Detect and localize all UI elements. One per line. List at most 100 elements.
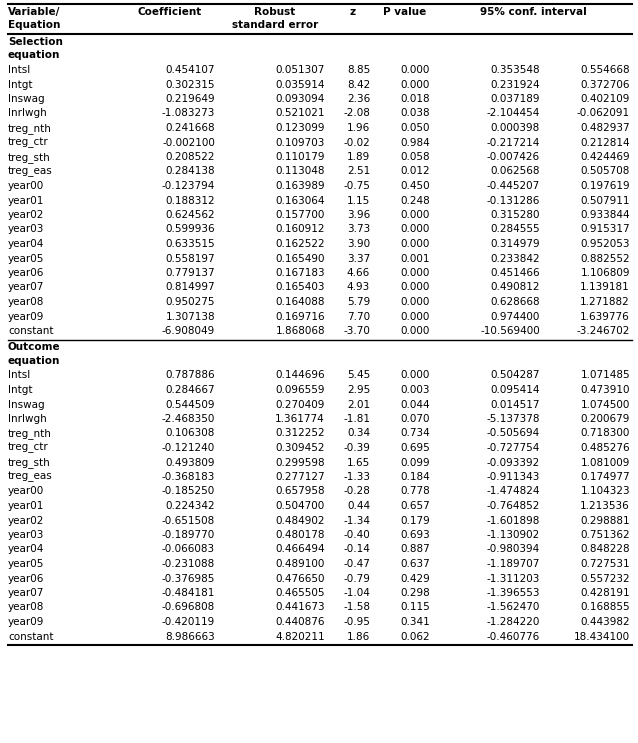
Text: 0.284667: 0.284667 (165, 385, 215, 395)
Text: -0.123794: -0.123794 (161, 181, 215, 191)
Text: 0.299598: 0.299598 (276, 458, 325, 467)
Text: 0.037189: 0.037189 (491, 94, 540, 104)
Text: 0.188312: 0.188312 (165, 195, 215, 206)
Text: 0.424469: 0.424469 (581, 152, 630, 162)
Text: -0.47: -0.47 (343, 559, 370, 569)
Text: 0.633515: 0.633515 (165, 239, 215, 249)
Text: 4.66: 4.66 (346, 268, 370, 278)
Text: 0.44: 0.44 (347, 501, 370, 511)
Text: -0.764852: -0.764852 (487, 501, 540, 511)
Text: -1.396553: -1.396553 (487, 588, 540, 598)
Text: 18.434100: 18.434100 (574, 632, 630, 641)
Text: 0.557232: 0.557232 (581, 574, 630, 583)
Text: 0.233842: 0.233842 (491, 253, 540, 264)
Text: 0.624562: 0.624562 (165, 210, 215, 220)
Text: -0.651508: -0.651508 (162, 516, 215, 525)
Text: 2.01: 2.01 (347, 400, 370, 409)
Text: -0.007426: -0.007426 (487, 152, 540, 162)
Text: 1.213536: 1.213536 (580, 501, 630, 511)
Text: 1.139181: 1.139181 (580, 282, 630, 293)
Text: -0.28: -0.28 (343, 487, 370, 496)
Text: 0.164088: 0.164088 (276, 297, 325, 307)
Text: 0.402109: 0.402109 (581, 94, 630, 104)
Text: 5.79: 5.79 (346, 297, 370, 307)
Text: 0.454107: 0.454107 (165, 65, 215, 75)
Text: treg_sth: treg_sth (8, 458, 51, 468)
Text: 0.341: 0.341 (400, 617, 430, 627)
Text: 0.050: 0.050 (401, 123, 430, 133)
Text: 0.000: 0.000 (401, 326, 430, 336)
Text: -0.002100: -0.002100 (162, 137, 215, 148)
Text: 3.73: 3.73 (346, 224, 370, 235)
Text: 0.219649: 0.219649 (165, 94, 215, 104)
Text: 8.986663: 8.986663 (165, 632, 215, 641)
Text: year06: year06 (8, 574, 45, 583)
Text: 0.599936: 0.599936 (165, 224, 215, 235)
Text: -0.505694: -0.505694 (487, 429, 540, 438)
Text: 0.952053: 0.952053 (581, 239, 630, 249)
Text: 0.000: 0.000 (401, 224, 430, 235)
Text: 0.277127: 0.277127 (276, 472, 325, 482)
Text: Outcome: Outcome (8, 343, 61, 352)
Text: treg_sth: treg_sth (8, 152, 51, 163)
Text: 0.058: 0.058 (401, 152, 430, 162)
Text: 0.115: 0.115 (400, 603, 430, 612)
Text: 0.372706: 0.372706 (581, 80, 630, 89)
Text: -6.908049: -6.908049 (162, 326, 215, 336)
Text: 0.157700: 0.157700 (276, 210, 325, 220)
Text: standard error: standard error (232, 20, 318, 30)
Text: treg_eas: treg_eas (8, 472, 53, 482)
Text: -0.368183: -0.368183 (161, 472, 215, 482)
Text: Equation: Equation (8, 20, 61, 30)
Text: lntgt: lntgt (8, 80, 33, 89)
Text: -1.474824: -1.474824 (487, 487, 540, 496)
Text: 0.248: 0.248 (400, 195, 430, 206)
Text: -0.484181: -0.484181 (161, 588, 215, 598)
Text: 0.507911: 0.507911 (581, 195, 630, 206)
Text: -1.601898: -1.601898 (487, 516, 540, 525)
Text: 0.113048: 0.113048 (276, 166, 325, 177)
Text: 0.298: 0.298 (400, 588, 430, 598)
Text: 0.974400: 0.974400 (491, 311, 540, 322)
Text: treg_eas: treg_eas (8, 166, 53, 177)
Text: 0.231924: 0.231924 (491, 80, 540, 89)
Text: 0.695: 0.695 (400, 443, 430, 453)
Text: 0.505708: 0.505708 (581, 166, 630, 177)
Text: 0.466494: 0.466494 (276, 545, 325, 554)
Text: -0.696808: -0.696808 (162, 603, 215, 612)
Text: 0.044: 0.044 (401, 400, 430, 409)
Text: 1.104323: 1.104323 (581, 487, 630, 496)
Text: 0.521021: 0.521021 (276, 108, 325, 118)
Text: 0.950275: 0.950275 (165, 297, 215, 307)
Text: -0.189770: -0.189770 (162, 530, 215, 540)
Text: 1.15: 1.15 (346, 195, 370, 206)
Text: 8.85: 8.85 (346, 65, 370, 75)
Text: 3.96: 3.96 (346, 210, 370, 220)
Text: -0.231088: -0.231088 (162, 559, 215, 569)
Text: 0.000398: 0.000398 (491, 123, 540, 133)
Text: -0.093392: -0.093392 (487, 458, 540, 467)
Text: 0.657: 0.657 (400, 501, 430, 511)
Text: constant: constant (8, 326, 54, 336)
Text: 1.639776: 1.639776 (580, 311, 630, 322)
Text: 0.167183: 0.167183 (276, 268, 325, 278)
Text: 0.174977: 0.174977 (581, 472, 630, 482)
Text: -0.40: -0.40 (343, 530, 370, 540)
Text: 0.353548: 0.353548 (491, 65, 540, 75)
Text: 0.34: 0.34 (347, 429, 370, 438)
Text: -0.460776: -0.460776 (487, 632, 540, 641)
Text: 1.89: 1.89 (346, 152, 370, 162)
Text: 0.000: 0.000 (401, 80, 430, 89)
Text: 0.428191: 0.428191 (581, 588, 630, 598)
Text: 0.440876: 0.440876 (276, 617, 325, 627)
Text: 0.224342: 0.224342 (165, 501, 215, 511)
Text: 0.315280: 0.315280 (491, 210, 540, 220)
Text: -0.062091: -0.062091 (577, 108, 630, 118)
Text: -1.562470: -1.562470 (487, 603, 540, 612)
Text: year08: year08 (8, 603, 45, 612)
Text: 2.95: 2.95 (346, 385, 370, 395)
Text: 0.110179: 0.110179 (276, 152, 325, 162)
Text: -1.81: -1.81 (343, 414, 370, 424)
Text: equation: equation (8, 355, 61, 366)
Text: 0.933844: 0.933844 (581, 210, 630, 220)
